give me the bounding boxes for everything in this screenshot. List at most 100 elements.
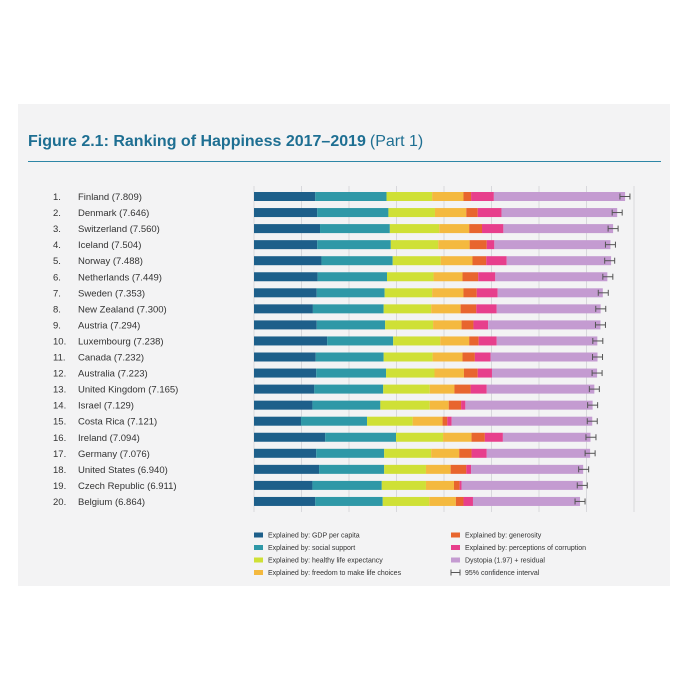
country-label: Sweden (7.353): [78, 288, 145, 299]
rank-label: 14.: [53, 401, 66, 412]
legend-label: Explained by: perceptions of corruption: [465, 545, 586, 552]
legend-swatch: [254, 545, 263, 550]
rank-label: 11.: [53, 353, 66, 364]
bar-segment: [463, 496, 473, 506]
legend-label: Explained by: healthy life expectancy: [268, 558, 383, 565]
rank-label: 16.: [53, 433, 66, 444]
rank-label: 4.: [53, 240, 61, 251]
legend-swatch: [254, 570, 263, 575]
bar-segment: [254, 192, 316, 201]
bar-segment: [433, 320, 462, 330]
bar-segment: [440, 256, 473, 266]
rank-label: 9.: [53, 320, 61, 331]
bar-segment: [388, 208, 435, 218]
bar-segment: [438, 240, 470, 250]
bar-segment: [482, 224, 504, 234]
bar-segment: [478, 336, 497, 346]
bar-segment: [254, 288, 317, 298]
figure-title: Figure 2.1: Ranking of Happiness 2017–20…: [28, 133, 423, 151]
bar-segment: [433, 272, 463, 282]
bar-segment: [386, 192, 433, 201]
country-label: Costa Rica (7.121): [78, 417, 157, 428]
bar-segment: [476, 288, 498, 298]
bar-segment: [463, 368, 478, 378]
rank-label: 7.: [53, 288, 61, 299]
rank-label: 20.: [53, 497, 66, 508]
bar-segment: [497, 288, 603, 298]
bar-segment: [459, 480, 462, 490]
bar-segment: [469, 224, 482, 234]
bar-segment: [254, 464, 320, 474]
country-label: United Kingdom (7.165): [78, 385, 178, 396]
legend-label: Explained by: freedom to make life choic…: [268, 570, 402, 577]
country-label: Czech Republic (6.911): [78, 481, 177, 492]
bar-segment: [385, 320, 434, 330]
bar-segment: [501, 208, 618, 218]
bar-segment: [469, 336, 479, 346]
bar-segment: [494, 240, 611, 250]
bar-segment: [432, 192, 464, 201]
bar-segment: [496, 336, 598, 346]
bar-segment: [254, 240, 318, 250]
bar-segment: [312, 304, 384, 314]
bar-segment: [443, 432, 472, 442]
rank-label: 10.: [53, 336, 66, 347]
bar-segment: [465, 400, 593, 410]
rank-label: 19.: [53, 481, 66, 492]
legend-swatch: [451, 557, 460, 563]
legend-swatch: [254, 532, 263, 538]
rank-label: 13.: [53, 385, 66, 396]
rank-label: 3.: [53, 224, 61, 235]
bar-segment: [431, 448, 460, 458]
bar-segment: [254, 400, 313, 410]
bar-segment: [382, 496, 430, 506]
figure-title-part: (Part 1): [369, 133, 424, 150]
bar-segment: [412, 416, 443, 426]
bar-segment: [434, 368, 464, 378]
legend-label: Explained by: social support: [268, 545, 355, 552]
bar-segment: [506, 256, 612, 266]
country-label: Norway (7.488): [78, 256, 143, 267]
bar-segment: [432, 288, 464, 298]
legend-label: Dystopia (1.97) + residual: [465, 558, 545, 565]
bar-segment: [254, 336, 328, 346]
country-label: Finland (7.809): [78, 192, 142, 203]
bar-segment: [254, 448, 317, 458]
legend-label: Explained by: generosity: [465, 533, 542, 540]
bar-segment: [254, 272, 318, 282]
bar-segment: [384, 464, 426, 474]
bar-segment: [315, 496, 383, 506]
bar-segment: [254, 480, 313, 490]
legend-label: Explained by: GDP per capita: [268, 533, 360, 540]
title-divider: [28, 161, 661, 162]
bar-segment: [496, 304, 601, 314]
legend-label: 95% confidence interval: [465, 570, 540, 577]
country-label: Ireland (7.094): [78, 433, 140, 444]
bar-segment: [325, 432, 397, 442]
bar-segment: [466, 208, 478, 218]
bar-segment: [471, 432, 485, 442]
bar-segment: [461, 400, 466, 410]
bar-segment: [466, 464, 472, 474]
bar-segment: [429, 496, 456, 506]
bar-segment: [312, 480, 382, 490]
bar-segment: [451, 416, 593, 426]
bar-segment: [429, 384, 455, 394]
bar-segment: [469, 240, 487, 250]
bar-segment: [486, 384, 595, 394]
bar-segment: [425, 480, 454, 490]
rank-label: 2.: [53, 208, 61, 219]
bar-segment: [486, 256, 507, 266]
bar-segment: [476, 304, 497, 314]
bar-segment: [486, 240, 495, 250]
bar-segment: [442, 416, 448, 426]
bar-segment: [447, 416, 452, 426]
bar-segment: [301, 416, 368, 426]
bar-segment: [383, 304, 432, 314]
bar-segment: [393, 336, 441, 346]
bar-segment: [502, 432, 591, 442]
bar-segment: [316, 320, 386, 330]
rank-label: 5.: [53, 256, 61, 267]
bar-segment: [495, 272, 608, 282]
